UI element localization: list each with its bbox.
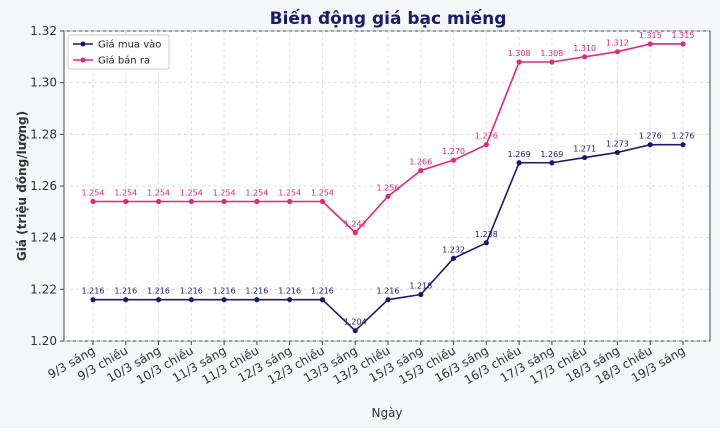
data-point (614, 149, 621, 156)
data-point (549, 160, 555, 166)
y-tick-label: 1.32 (30, 24, 57, 38)
data-label: 1.254 (245, 189, 268, 198)
data-point (90, 297, 96, 303)
data-point (319, 297, 326, 303)
data-point (155, 198, 162, 205)
data-point (90, 198, 96, 205)
data-label: 1.216 (377, 287, 400, 296)
data-point (582, 54, 588, 60)
y-axis-ticks: 1.20 1.22 1.24 1.26 1.28 1.30 1.32 (30, 24, 64, 348)
data-label: 1.273 (606, 139, 629, 148)
data-label: 1.254 (82, 189, 105, 198)
legend-marker-sell (80, 57, 86, 63)
data-point (483, 240, 489, 246)
y-axis-label: Giá (triệu đồng/lượng) (15, 111, 29, 261)
data-label: 1.271 (573, 145, 596, 154)
data-point (647, 41, 653, 47)
data-label: 1.218 (409, 282, 432, 291)
data-label: 1.308 (540, 49, 563, 58)
data-label: 1.270 (442, 147, 465, 156)
data-label: 1.242 (344, 220, 367, 229)
data-point (483, 142, 489, 148)
data-point (123, 297, 129, 303)
data-label: 1.216 (82, 287, 105, 296)
series-layer: 1.216 1.216 1.216 1.216 1.216 1.216 1.216 1.216… (82, 31, 695, 334)
data-label: 1.276 (475, 132, 498, 141)
data-point (254, 198, 260, 205)
data-point (450, 255, 457, 261)
data-label: 1.254 (147, 189, 170, 198)
data-point (254, 297, 260, 303)
plot-area (63, 30, 711, 342)
legend-label-buy: Giá mua vào (98, 39, 161, 51)
x-axis-label: Ngày (371, 406, 402, 420)
y-tick-label: 1.30 (30, 76, 57, 90)
data-point (319, 198, 326, 205)
data-label: 1.256 (377, 183, 400, 192)
data-label: 1.312 (606, 39, 629, 48)
data-point (352, 328, 358, 334)
data-label: 1.254 (114, 189, 137, 198)
data-point (680, 41, 686, 47)
data-label: 1.254 (213, 189, 236, 198)
data-label: 1.315 (639, 31, 662, 40)
data-label: 1.310 (573, 44, 596, 53)
data-point (680, 142, 686, 148)
data-point (188, 198, 194, 205)
legend-label-sell: Giá bán ra (98, 55, 150, 67)
data-label: 1.216 (213, 287, 236, 296)
data-label: 1.232 (442, 245, 465, 254)
data-point (385, 193, 391, 199)
data-label: 1.216 (245, 287, 268, 296)
data-label: 1.254 (180, 189, 203, 198)
legend-box (67, 34, 170, 70)
data-point (614, 49, 621, 55)
y-tick-label: 1.20 (30, 334, 57, 348)
data-point (221, 198, 227, 205)
chart-title: Biến động giá bạc miếng (270, 8, 507, 29)
data-point (516, 59, 522, 65)
data-point (155, 297, 162, 303)
data-label: 1.315 (672, 31, 695, 40)
data-point (450, 157, 457, 163)
data-point (418, 291, 424, 298)
data-label: 1.276 (672, 132, 695, 141)
data-point (582, 154, 588, 161)
data-point (647, 142, 653, 148)
data-point (418, 167, 424, 174)
data-label: 1.269 (540, 150, 563, 159)
data-point (221, 297, 227, 303)
data-label: 1.266 (409, 158, 432, 167)
data-point (549, 59, 555, 65)
data-label: 1.216 (278, 287, 301, 296)
data-label: 1.204 (344, 318, 367, 327)
legend-marker-buy (80, 41, 86, 47)
data-label: 1.216 (114, 287, 137, 296)
data-label: 1.216 (311, 287, 334, 296)
data-point (188, 297, 194, 303)
y-tick-label: 1.28 (30, 127, 57, 141)
legend: Giá mua vào Giá bán ra (67, 34, 170, 70)
y-tick-label: 1.24 (30, 231, 57, 245)
data-label: 1.276 (639, 132, 662, 141)
data-point (516, 160, 522, 166)
grid (64, 30, 710, 342)
y-tick-label: 1.26 (30, 179, 57, 193)
data-label: 1.269 (508, 150, 531, 159)
data-label: 1.238 (475, 230, 498, 239)
data-point (385, 297, 391, 303)
data-point (123, 198, 129, 205)
data-label: 1.254 (278, 189, 301, 198)
data-point (287, 198, 293, 205)
data-label: 1.254 (311, 189, 334, 198)
data-label: 1.216 (147, 287, 170, 296)
y-tick-label: 1.22 (30, 282, 57, 296)
data-label: 1.308 (508, 49, 531, 58)
data-label: 1.216 (180, 287, 203, 296)
data-point (352, 229, 358, 236)
data-point (287, 297, 293, 303)
